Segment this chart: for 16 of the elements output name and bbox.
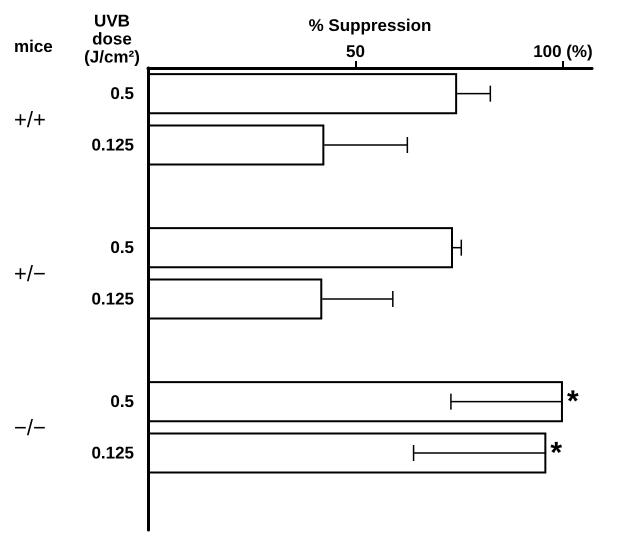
text: −/− (14, 414, 46, 440)
data-label: * (550, 436, 562, 470)
text: +/− (14, 260, 46, 286)
y-tick-label: 0.125 (91, 136, 134, 154)
text: +/+ (14, 106, 46, 132)
y-tick-label: 0.125 (91, 444, 134, 462)
y-tick-label: 0.5 (110, 84, 134, 104)
y-tick-label: 0.5 (110, 392, 134, 412)
text: mice (14, 37, 53, 56)
x-tick-label: 50 (346, 42, 365, 61)
data-label: * (566, 385, 579, 418)
x-tick-label: 100 (%) (533, 42, 593, 61)
y-tick-label: 0.5 (110, 238, 134, 258)
x-axis-title: % Suppression (308, 16, 432, 35)
y-axis-title: UVB dose (J/cm²) (84, 12, 140, 66)
y-tick-label: 0.125 (91, 290, 134, 308)
